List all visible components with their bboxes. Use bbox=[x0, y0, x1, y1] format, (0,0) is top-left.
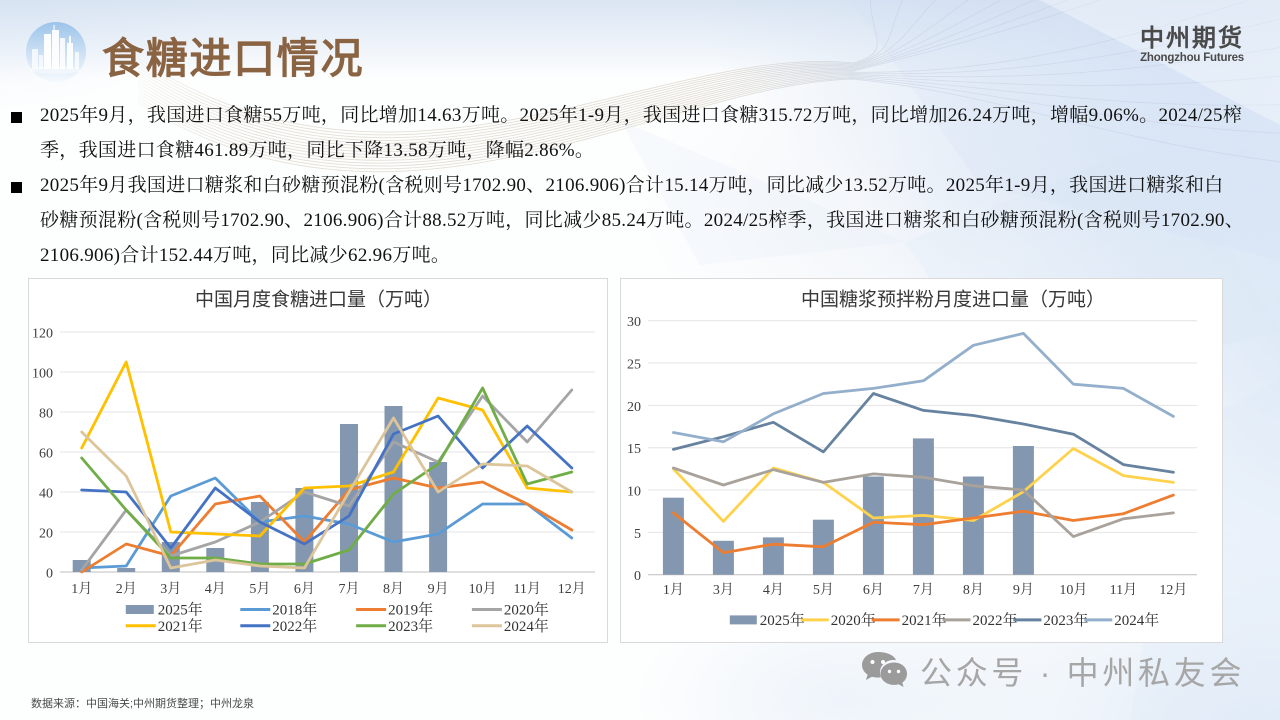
svg-text:30: 30 bbox=[627, 315, 641, 330]
svg-text:3月: 3月 bbox=[713, 582, 734, 598]
svg-text:10: 10 bbox=[627, 485, 641, 500]
svg-text:12月: 12月 bbox=[1159, 582, 1187, 598]
svg-text:6月: 6月 bbox=[294, 581, 315, 597]
svg-text:3月: 3月 bbox=[160, 581, 181, 597]
svg-text:10月: 10月 bbox=[469, 581, 497, 597]
svg-text:9月: 9月 bbox=[1013, 582, 1034, 598]
svg-text:4月: 4月 bbox=[763, 582, 784, 598]
svg-text:80: 80 bbox=[39, 407, 53, 422]
svg-text:120: 120 bbox=[32, 327, 53, 342]
svg-text:9月: 9月 bbox=[428, 581, 449, 597]
svg-text:2022年: 2022年 bbox=[973, 611, 1018, 629]
svg-text:20: 20 bbox=[39, 527, 53, 542]
svg-text:11月: 11月 bbox=[513, 581, 540, 597]
svg-text:0: 0 bbox=[634, 569, 641, 584]
svg-text:60: 60 bbox=[39, 447, 53, 462]
svg-text:2022年: 2022年 bbox=[272, 617, 317, 635]
svg-text:8月: 8月 bbox=[963, 582, 984, 598]
svg-text:12月: 12月 bbox=[558, 581, 586, 597]
svg-text:15: 15 bbox=[627, 442, 641, 457]
svg-text:100: 100 bbox=[32, 367, 53, 382]
svg-text:10月: 10月 bbox=[1059, 582, 1087, 598]
svg-text:2020年: 2020年 bbox=[504, 601, 549, 619]
svg-text:2025年: 2025年 bbox=[158, 601, 203, 619]
svg-text:2025年: 2025年 bbox=[760, 611, 805, 629]
svg-text:2023年: 2023年 bbox=[388, 617, 433, 635]
svg-text:2024年: 2024年 bbox=[504, 617, 549, 635]
svg-text:1月: 1月 bbox=[71, 581, 92, 597]
svg-text:2月: 2月 bbox=[116, 581, 137, 597]
svg-text:5月: 5月 bbox=[813, 582, 834, 598]
svg-text:7月: 7月 bbox=[913, 582, 934, 598]
svg-text:2018年: 2018年 bbox=[272, 601, 317, 619]
svg-text:1月: 1月 bbox=[663, 582, 684, 598]
svg-text:2020年: 2020年 bbox=[831, 611, 876, 629]
svg-text:2019年: 2019年 bbox=[388, 601, 433, 619]
svg-text:2023年: 2023年 bbox=[1043, 611, 1088, 629]
svg-text:0: 0 bbox=[46, 567, 53, 582]
svg-text:2021年: 2021年 bbox=[158, 617, 203, 635]
svg-text:8月: 8月 bbox=[383, 581, 404, 597]
svg-text:中国月度食糖进口量（万吨）: 中国月度食糖进口量（万吨） bbox=[195, 289, 442, 311]
svg-text:5月: 5月 bbox=[249, 581, 270, 597]
svg-text:6月: 6月 bbox=[863, 582, 884, 598]
svg-text:4月: 4月 bbox=[205, 581, 226, 597]
svg-text:中国糖浆预拌粉月度进口量（万吨）: 中国糖浆预拌粉月度进口量（万吨） bbox=[801, 289, 1105, 311]
svg-text:40: 40 bbox=[39, 487, 53, 502]
svg-text:25: 25 bbox=[627, 358, 641, 373]
svg-text:2021年: 2021年 bbox=[902, 611, 947, 629]
svg-text:5: 5 bbox=[634, 527, 641, 542]
svg-text:7月: 7月 bbox=[339, 581, 360, 597]
svg-text:2024年: 2024年 bbox=[1114, 611, 1159, 629]
svg-text:11月: 11月 bbox=[1110, 582, 1137, 598]
svg-text:20: 20 bbox=[627, 400, 641, 415]
